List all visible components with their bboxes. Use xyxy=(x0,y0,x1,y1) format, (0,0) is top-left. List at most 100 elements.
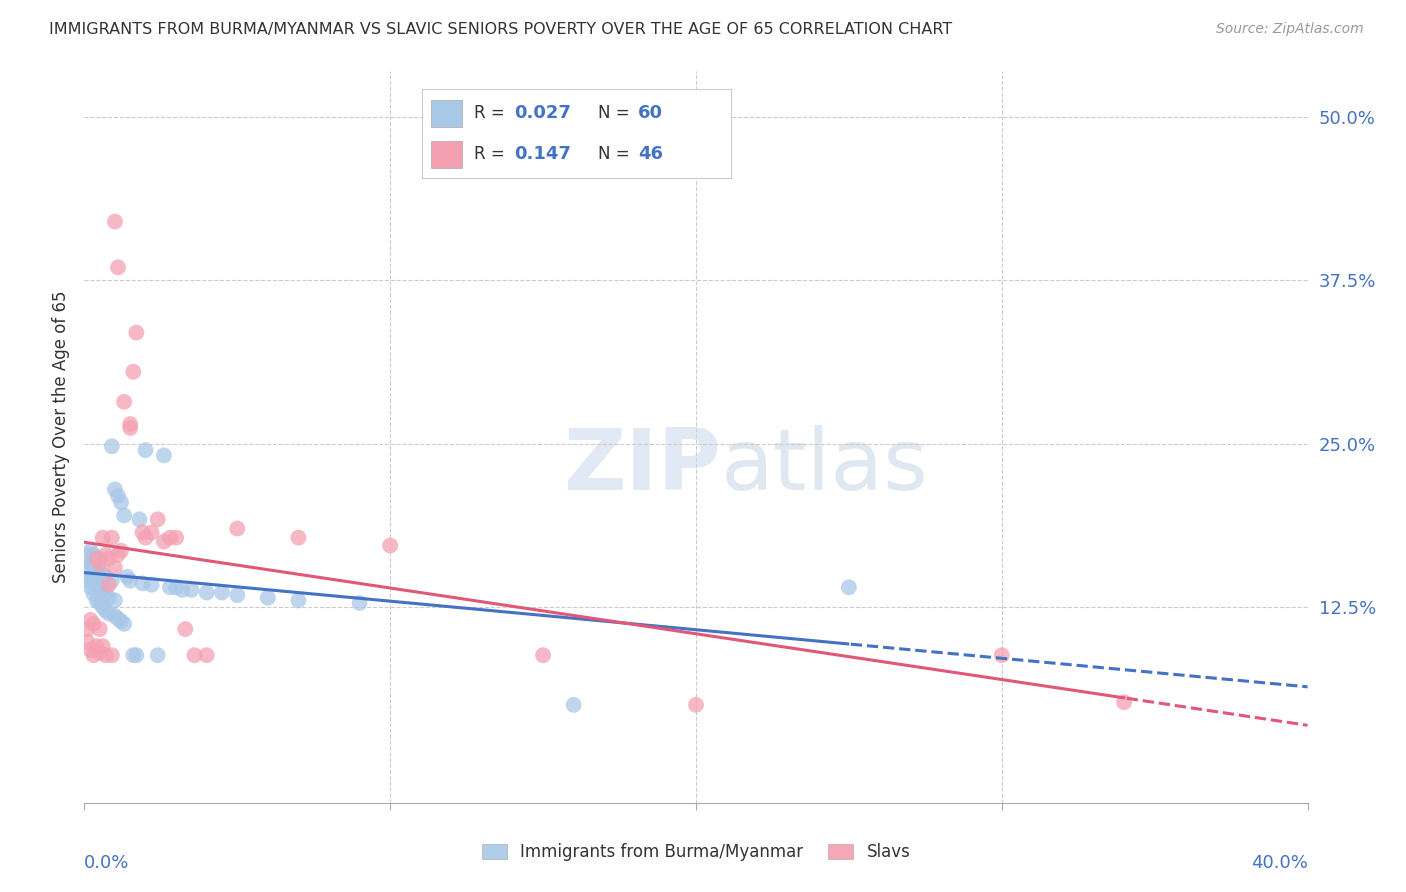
Point xyxy=(110,543,132,558)
Point xyxy=(380,539,402,553)
Text: Source: ZipAtlas.com: Source: ZipAtlas.com xyxy=(1216,22,1364,37)
Point xyxy=(120,574,142,588)
Point xyxy=(86,551,108,566)
Point xyxy=(79,557,101,571)
Point xyxy=(94,604,117,618)
Point xyxy=(79,613,101,627)
Point xyxy=(174,622,197,636)
Point xyxy=(94,548,117,562)
Point xyxy=(83,560,105,574)
Point xyxy=(104,593,127,607)
Point xyxy=(131,525,153,540)
Text: 0.0%: 0.0% xyxy=(84,854,129,872)
Point xyxy=(107,548,129,562)
Point xyxy=(135,443,157,458)
Point xyxy=(89,557,111,571)
FancyBboxPatch shape xyxy=(432,100,463,127)
Point xyxy=(838,580,860,594)
Point xyxy=(287,593,309,607)
Point xyxy=(83,548,105,562)
Point xyxy=(159,531,181,545)
Point xyxy=(86,593,108,607)
Point xyxy=(226,521,249,535)
Point xyxy=(104,609,127,624)
Point xyxy=(226,588,249,602)
Text: IMMIGRANTS FROM BURMA/MYANMAR VS SLAVIC SENIORS POVERTY OVER THE AGE OF 65 CORRE: IMMIGRANTS FROM BURMA/MYANMAR VS SLAVIC … xyxy=(49,22,952,37)
Point xyxy=(131,576,153,591)
Point xyxy=(172,582,194,597)
Point xyxy=(153,534,176,549)
Point xyxy=(89,596,111,610)
Point xyxy=(562,698,585,712)
Point xyxy=(94,570,117,584)
Point xyxy=(146,648,169,663)
Point xyxy=(128,512,150,526)
Text: 0.147: 0.147 xyxy=(515,145,571,163)
Point xyxy=(76,560,98,574)
Point xyxy=(112,616,135,631)
Point xyxy=(104,560,127,574)
Text: R =: R = xyxy=(474,145,510,163)
Point xyxy=(104,483,127,497)
Point xyxy=(76,548,98,562)
Point xyxy=(122,648,145,663)
Point xyxy=(101,439,124,453)
Point xyxy=(97,577,120,591)
Point xyxy=(83,574,105,588)
Point xyxy=(76,622,98,636)
Point xyxy=(180,582,202,597)
Text: 40.0%: 40.0% xyxy=(1251,854,1308,872)
Point xyxy=(91,567,114,582)
Point xyxy=(76,574,98,588)
Point xyxy=(120,417,142,431)
Point xyxy=(104,214,127,228)
Text: N =: N = xyxy=(598,145,636,163)
Point xyxy=(91,599,114,614)
Point xyxy=(89,551,111,566)
Point xyxy=(107,489,129,503)
Point xyxy=(349,596,371,610)
Point xyxy=(101,574,124,588)
Text: R =: R = xyxy=(474,104,510,122)
Point xyxy=(141,525,163,540)
Point xyxy=(89,646,111,660)
Point xyxy=(1114,695,1136,709)
Point xyxy=(257,591,280,605)
Point xyxy=(97,551,120,566)
Point xyxy=(287,531,309,545)
Point xyxy=(83,648,105,663)
Text: ZIP: ZIP xyxy=(562,425,720,508)
Point xyxy=(991,648,1014,663)
Point xyxy=(89,565,111,579)
Point xyxy=(125,326,148,340)
Point xyxy=(195,585,218,599)
Point xyxy=(86,551,108,566)
Point xyxy=(141,577,163,591)
Point xyxy=(79,570,101,584)
Point xyxy=(112,508,135,523)
Point xyxy=(86,565,108,579)
Point xyxy=(159,580,181,594)
Point xyxy=(89,580,111,594)
Point xyxy=(165,580,187,594)
Point xyxy=(94,587,117,601)
Point xyxy=(195,648,218,663)
Point xyxy=(91,531,114,545)
Point xyxy=(91,582,114,597)
Point xyxy=(83,616,105,631)
Point xyxy=(76,635,98,649)
Point xyxy=(211,585,233,599)
Point xyxy=(89,622,111,636)
Point xyxy=(110,495,132,509)
Point xyxy=(101,531,124,545)
Point xyxy=(86,639,108,653)
Point xyxy=(122,365,145,379)
Point xyxy=(79,543,101,558)
Point xyxy=(112,394,135,409)
Point xyxy=(107,260,129,275)
Text: N =: N = xyxy=(598,104,636,122)
Point xyxy=(83,587,105,601)
Point xyxy=(135,531,157,545)
Point xyxy=(79,643,101,657)
Point xyxy=(110,614,132,628)
